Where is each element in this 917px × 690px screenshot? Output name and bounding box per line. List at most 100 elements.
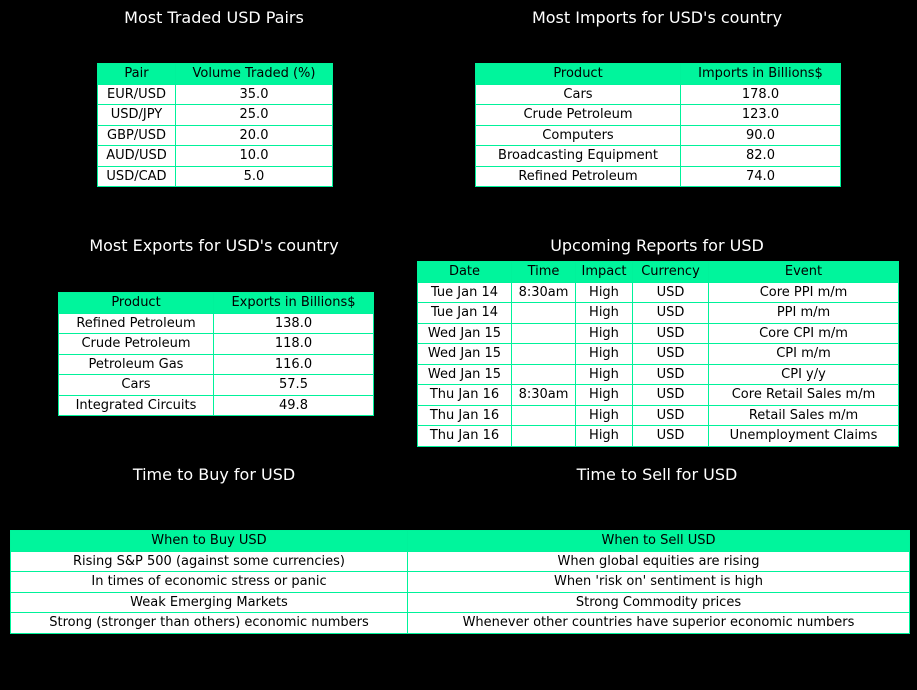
table-row: Cars 57.5 bbox=[58, 374, 374, 396]
table-cell: USD/CAD bbox=[97, 165, 176, 187]
table-row: When global equities are rising bbox=[407, 550, 910, 572]
column-header: Imports in Billions$ bbox=[680, 63, 841, 85]
table-row: Strong (stronger than others) economic n… bbox=[10, 612, 408, 634]
table-cell: EUR/USD bbox=[97, 83, 176, 105]
table-cell: High bbox=[575, 404, 633, 426]
table-cell: Wed Jan 15 bbox=[417, 322, 512, 344]
table-cell: Crude Petroleum bbox=[475, 104, 681, 126]
table-row: When 'risk on' sentiment is high bbox=[407, 571, 910, 593]
table-cell: CPI y/y bbox=[708, 363, 899, 385]
table-row: Computers 90.0 bbox=[475, 124, 841, 146]
table-cell: Tue Jan 14 bbox=[417, 281, 512, 303]
table-cell bbox=[511, 302, 576, 324]
column-header: Product bbox=[58, 292, 214, 314]
table-header-row: When to Buy USD bbox=[10, 530, 408, 552]
time-to-buy-table: When to Buy USD Rising S&P 500 (against s… bbox=[10, 530, 408, 634]
table-cell: High bbox=[575, 425, 633, 447]
table-row: Rising S&P 500 (against some currencies) bbox=[10, 550, 408, 572]
table-cell: 118.0 bbox=[213, 333, 374, 355]
table-row: Broadcasting Equipment 82.0 bbox=[475, 145, 841, 167]
table-cell: 74.0 bbox=[680, 165, 841, 187]
table-cell: Refined Petroleum bbox=[475, 165, 681, 187]
column-header: Exports in Billions$ bbox=[213, 292, 374, 314]
table-cell: Tue Jan 14 bbox=[417, 302, 512, 324]
column-header: Date bbox=[417, 261, 512, 283]
column-header: When to Buy USD bbox=[10, 530, 408, 552]
table-cell: Strong (stronger than others) economic n… bbox=[10, 612, 408, 634]
table-row: Tue Jan 14 8:30am High USD Core PPI m/m bbox=[417, 281, 899, 303]
table-header-row: Date Time Impact Currency Event bbox=[417, 261, 899, 283]
table-row: GBP/USD 20.0 bbox=[97, 124, 333, 146]
table-cell: GBP/USD bbox=[97, 124, 176, 146]
title-upcoming-reports: Upcoming Reports for USD bbox=[550, 236, 764, 255]
table-row: Wed Jan 15 High USD CPI y/y bbox=[417, 363, 899, 385]
title-most-exports: Most Exports for USD's country bbox=[89, 236, 339, 255]
column-header: When to Sell USD bbox=[407, 530, 910, 552]
table-cell: When global equities are rising bbox=[407, 550, 910, 572]
table-cell: 8:30am bbox=[511, 384, 576, 406]
title-most-imports: Most Imports for USD's country bbox=[531, 8, 783, 27]
column-header: Product bbox=[475, 63, 681, 85]
table-cell: In times of economic stress or panic bbox=[10, 571, 408, 593]
table-cell: Petroleum Gas bbox=[58, 353, 214, 375]
column-header: Time bbox=[511, 261, 576, 283]
table-cell: USD/JPY bbox=[97, 104, 176, 126]
table-cell: USD bbox=[632, 302, 709, 324]
table-cell: 123.0 bbox=[680, 104, 841, 126]
table-cell bbox=[511, 425, 576, 447]
table-cell: Core Retail Sales m/m bbox=[708, 384, 899, 406]
title-most-traded-pairs: Most Traded USD Pairs bbox=[124, 8, 304, 27]
table-row: USD/JPY 25.0 bbox=[97, 104, 333, 126]
table-cell: Weak Emerging Markets bbox=[10, 591, 408, 613]
title-time-to-sell: Time to Sell for USD bbox=[576, 465, 738, 484]
column-header: Event bbox=[708, 261, 899, 283]
upcoming-reports-table: Date Time Impact Currency Event Tue Jan 14 8:3… bbox=[417, 261, 899, 447]
table-row: Thu Jan 16 High USD Unemployment Claims bbox=[417, 425, 899, 447]
table-row: Refined Petroleum 74.0 bbox=[475, 165, 841, 187]
table-cell bbox=[511, 404, 576, 426]
table-cell: Retail Sales m/m bbox=[708, 404, 899, 426]
table-cell: 20.0 bbox=[175, 124, 333, 146]
column-header: Impact bbox=[575, 261, 633, 283]
table-cell: Broadcasting Equipment bbox=[475, 145, 681, 167]
table-row: Strong Commodity prices bbox=[407, 591, 910, 613]
table-cell: Core CPI m/m bbox=[708, 322, 899, 344]
table-cell: USD bbox=[632, 384, 709, 406]
table-cell: Thu Jan 16 bbox=[417, 404, 512, 426]
table-cell: USD bbox=[632, 281, 709, 303]
table-row: Wed Jan 15 High USD CPI m/m bbox=[417, 343, 899, 365]
table-cell: Core PPI m/m bbox=[708, 281, 899, 303]
table-cell: 35.0 bbox=[175, 83, 333, 105]
table-cell: Wed Jan 15 bbox=[417, 343, 512, 365]
table-row: In times of economic stress or panic bbox=[10, 571, 408, 593]
table-cell: Unemployment Claims bbox=[708, 425, 899, 447]
table-cell: USD bbox=[632, 343, 709, 365]
table-row: Whenever other countries have superior e… bbox=[407, 612, 910, 634]
column-header: Pair bbox=[97, 63, 176, 85]
table-cell: Crude Petroleum bbox=[58, 333, 214, 355]
table-cell: High bbox=[575, 302, 633, 324]
title-time-to-buy: Time to Buy for USD bbox=[132, 465, 296, 484]
table-row: USD/CAD 5.0 bbox=[97, 165, 333, 187]
table-cell: High bbox=[575, 384, 633, 406]
table-row: AUD/USD 10.0 bbox=[97, 145, 333, 167]
table-cell: USD bbox=[632, 404, 709, 426]
table-row: Refined Petroleum 138.0 bbox=[58, 312, 374, 334]
table-row: Wed Jan 15 High USD Core CPI m/m bbox=[417, 322, 899, 344]
column-header: Volume Traded (%) bbox=[175, 63, 333, 85]
table-cell: USD bbox=[632, 363, 709, 385]
table-cell: Strong Commodity prices bbox=[407, 591, 910, 613]
table-cell: 25.0 bbox=[175, 104, 333, 126]
table-cell: Refined Petroleum bbox=[58, 312, 214, 334]
table-row: Crude Petroleum 123.0 bbox=[475, 104, 841, 126]
table-header-row: When to Sell USD bbox=[407, 530, 910, 552]
most-traded-pairs-table: Pair Volume Traded (%) EUR/USD 35.0 USD/JPY 2… bbox=[97, 63, 333, 187]
table-row: EUR/USD 35.0 bbox=[97, 83, 333, 105]
table-cell: USD bbox=[632, 425, 709, 447]
table-cell: 8:30am bbox=[511, 281, 576, 303]
table-row: Cars 178.0 bbox=[475, 83, 841, 105]
table-row: Integrated Circuits 49.8 bbox=[58, 394, 374, 416]
table-cell: Cars bbox=[58, 374, 214, 396]
table-cell: When 'risk on' sentiment is high bbox=[407, 571, 910, 593]
table-cell: 82.0 bbox=[680, 145, 841, 167]
